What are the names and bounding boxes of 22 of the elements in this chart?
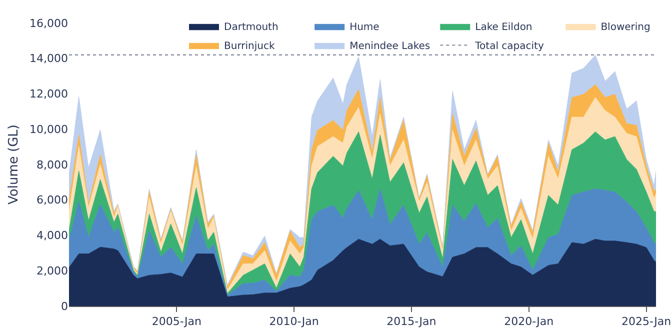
y-tick-label: 6,000 bbox=[36, 194, 68, 207]
y-tick-label: 4,000 bbox=[36, 229, 68, 242]
legend-label: Lake Eildon bbox=[475, 22, 532, 34]
y-tick-label: 12,000 bbox=[30, 88, 68, 101]
y-axis-title: Volume (GL) bbox=[6, 124, 22, 204]
legend-label: Hume bbox=[350, 22, 380, 34]
y-tick-label: 14,000 bbox=[30, 52, 68, 66]
y-tick-label: 8,000 bbox=[36, 158, 68, 172]
x-tick-label: 2015-Jan bbox=[386, 315, 436, 328]
y-tick-label: 16,000 bbox=[30, 16, 68, 30]
x-tick-label: 2020-Jan bbox=[504, 315, 554, 328]
y-tick-label: 0 bbox=[61, 300, 68, 313]
x-tick-label: 2005-Jan bbox=[152, 315, 202, 328]
legend-label: Blowering bbox=[600, 22, 650, 34]
y-tick-label: 2,000 bbox=[36, 264, 68, 278]
ref-line-label: Total capacity bbox=[474, 41, 544, 52]
legend-label: Dartmouth bbox=[224, 22, 278, 34]
legend-label: Menindee Lakes bbox=[350, 41, 430, 52]
y-tick-label: 10,000 bbox=[30, 122, 68, 136]
x-tick-label: 2010-Jan bbox=[269, 315, 319, 328]
x-tick-label: 2025-Jan bbox=[622, 315, 672, 328]
legend-label: Burrinjuck bbox=[224, 41, 275, 52]
